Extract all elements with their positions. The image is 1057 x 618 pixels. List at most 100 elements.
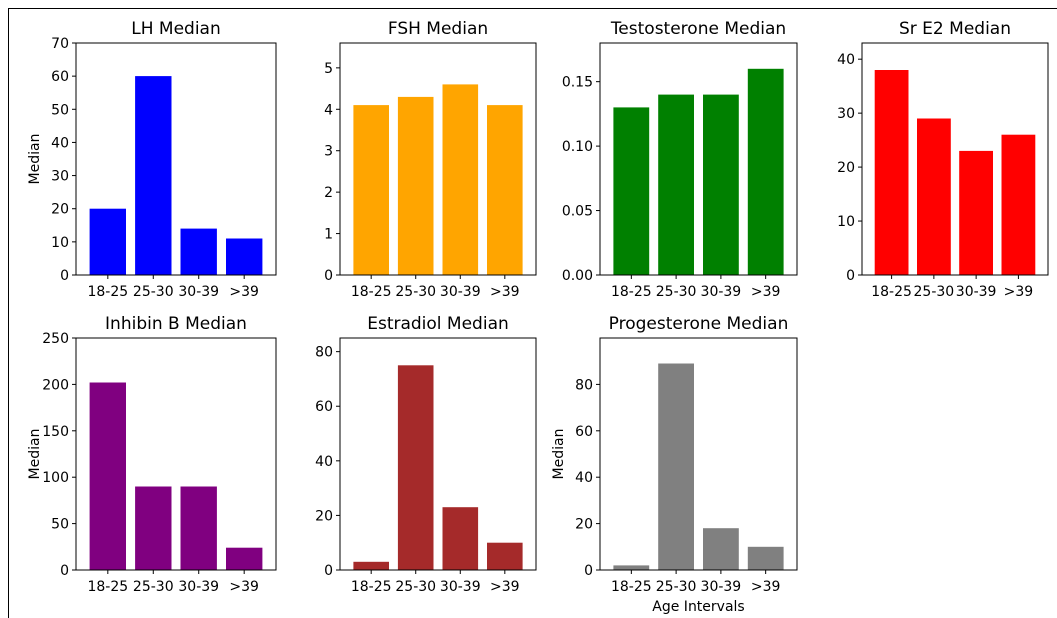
y-tick-label: 40 bbox=[315, 454, 333, 470]
bar-progesterone-median-39 bbox=[747, 546, 784, 570]
x-tick-label: >39 bbox=[229, 579, 259, 595]
bar-sr-e2-median-30-39 bbox=[959, 150, 993, 275]
bar-testosterone-median-39 bbox=[747, 68, 784, 275]
y-tick-label: 3 bbox=[324, 144, 333, 160]
y-tick-label: 30 bbox=[51, 169, 69, 185]
x-tick-label: 25-30 bbox=[656, 579, 697, 595]
panel-fsh-median: 18-25 25-30 30-39 >39 0 1 2 3 4 5 FSH Median bbox=[324, 19, 537, 300]
y-tick-label: 0 bbox=[324, 563, 333, 579]
y-tick-label: 0 bbox=[584, 563, 593, 579]
bar-sr-e2-median-25-30 bbox=[917, 118, 951, 275]
panel-title: LH Median bbox=[131, 19, 221, 39]
y-tick-label: 10 bbox=[837, 214, 855, 230]
y-tick-label: 60 bbox=[51, 69, 69, 85]
bar-fsh-median-39 bbox=[487, 105, 523, 275]
x-tick-label: 18-25 bbox=[351, 579, 392, 595]
axes-frame bbox=[339, 337, 537, 571]
bar-sr-e2-median-18-25 bbox=[874, 70, 909, 275]
panel-title: Sr E2 Median bbox=[899, 19, 1011, 39]
panel-title: FSH Median bbox=[388, 19, 488, 39]
y-tick-label: 60 bbox=[575, 424, 593, 440]
x-tick-label: >39 bbox=[229, 284, 259, 300]
y-tick-label: 10 bbox=[51, 235, 69, 251]
x-tick-label: 18-25 bbox=[87, 284, 128, 300]
bar-lh-median-39 bbox=[226, 238, 263, 275]
y-tick-label: 0 bbox=[60, 563, 69, 579]
x-tick-label: 25-30 bbox=[914, 284, 955, 300]
y-tick-label: 40 bbox=[51, 135, 69, 151]
y-tick-label: 50 bbox=[51, 517, 69, 533]
y-tick-label: 80 bbox=[575, 377, 593, 393]
axes-frame bbox=[75, 337, 277, 571]
y-tick-label: 0.05 bbox=[562, 204, 593, 220]
panel-lh-median: 18-25 25-30 30-39 >39 0 10 20 30 40 50 60 70 LH Medi… bbox=[27, 19, 277, 300]
y-tick-label: 2 bbox=[324, 185, 333, 201]
axes-frame bbox=[599, 337, 798, 571]
y-tick-label: 20 bbox=[837, 160, 855, 176]
panel-title: Estradiol Median bbox=[367, 314, 509, 334]
bar-testosterone-median-25-30 bbox=[658, 94, 694, 275]
bar-lh-median-25-30 bbox=[135, 76, 172, 275]
panel-sr-e2-median: 18-25 25-30 30-39 >39 0 10 20 30 40 Sr E2 Median bbox=[837, 19, 1049, 300]
x-tick-label: >39 bbox=[751, 579, 781, 595]
y-tick-label: 1 bbox=[324, 227, 333, 243]
x-tick-label: >39 bbox=[751, 284, 781, 300]
y-tick-label: 0 bbox=[846, 268, 855, 284]
bar-inhibin-b-median-39 bbox=[226, 547, 263, 570]
axes-frame bbox=[339, 42, 537, 276]
bar-estradiol-median-30-39 bbox=[442, 507, 479, 570]
bar-testosterone-median-30-39 bbox=[703, 94, 739, 275]
x-tick-label: 25-30 bbox=[133, 284, 174, 300]
bar-lh-median-30-39 bbox=[180, 228, 217, 275]
bar-fsh-median-25-30 bbox=[397, 96, 434, 276]
y-tick-label: 80 bbox=[315, 345, 333, 361]
x-tick-label: 30-39 bbox=[956, 284, 997, 300]
panel-estradiol-median: 18-25 25-30 30-39 >39 0 20 40 60 80 Estradiol Med… bbox=[315, 314, 537, 595]
x-tick-label: >39 bbox=[490, 579, 520, 595]
y-tick-label: 40 bbox=[575, 470, 593, 486]
x-tick-label: 30-39 bbox=[440, 284, 481, 300]
y-axis-label: Median bbox=[27, 134, 43, 185]
panel-title: Testosterone Median bbox=[610, 19, 786, 39]
bar-fsh-median-30-39 bbox=[442, 84, 479, 276]
bar-testosterone-median-18-25 bbox=[613, 107, 650, 276]
x-tick-label: 25-30 bbox=[656, 284, 697, 300]
y-tick-label: 0.10 bbox=[562, 139, 593, 155]
y-tick-label: 0.00 bbox=[562, 268, 593, 284]
bar-estradiol-median-25-30 bbox=[397, 365, 434, 570]
y-tick-label: 60 bbox=[315, 399, 333, 415]
bar-estradiol-median-39 bbox=[487, 542, 523, 570]
x-axis-label: Age Intervals bbox=[652, 599, 744, 615]
bar-inhibin-b-median-18-25 bbox=[89, 382, 126, 570]
x-tick-label: 30-39 bbox=[178, 284, 219, 300]
panel-testosterone-median: 18-25 25-30 30-39 >39 0.00 0.05 0.10 0.15 Testos… bbox=[562, 19, 798, 300]
x-tick-label: 25-30 bbox=[133, 579, 174, 595]
y-tick-label: 20 bbox=[575, 517, 593, 533]
y-tick-label: 0 bbox=[324, 268, 333, 284]
axes-frame bbox=[75, 42, 277, 276]
y-tick-label: 20 bbox=[315, 508, 333, 524]
bar-sr-e2-median-39 bbox=[1001, 134, 1036, 275]
panel-inhibin-b-median: 18-25 25-30 30-39 >39 0 50 100 150 200 250 Inhibin… bbox=[27, 314, 277, 595]
panel-progesterone-median: 18-25 25-30 30-39 >39 0 20 40 60 80 Progesterone … bbox=[551, 314, 798, 615]
bar-inhibin-b-median-30-39 bbox=[180, 486, 217, 570]
bar-progesterone-median-25-30 bbox=[658, 363, 694, 570]
y-tick-label: 150 bbox=[42, 424, 69, 440]
y-tick-label: 20 bbox=[51, 202, 69, 218]
y-tick-label: 100 bbox=[42, 470, 69, 486]
x-tick-label: 25-30 bbox=[395, 284, 436, 300]
x-tick-label: 18-25 bbox=[611, 579, 652, 595]
bar-progesterone-median-30-39 bbox=[703, 528, 739, 570]
y-axis-label: Median bbox=[27, 429, 43, 480]
x-tick-label: 25-30 bbox=[395, 579, 436, 595]
y-tick-label: 250 bbox=[42, 331, 69, 347]
panel-title: Inhibin B Median bbox=[105, 314, 247, 334]
y-tick-label: 4 bbox=[324, 102, 333, 118]
y-tick-label: 50 bbox=[51, 102, 69, 118]
x-tick-label: 18-25 bbox=[871, 284, 912, 300]
x-tick-label: 18-25 bbox=[351, 284, 392, 300]
x-tick-label: 18-25 bbox=[611, 284, 652, 300]
y-tick-label: 0.15 bbox=[562, 75, 593, 91]
